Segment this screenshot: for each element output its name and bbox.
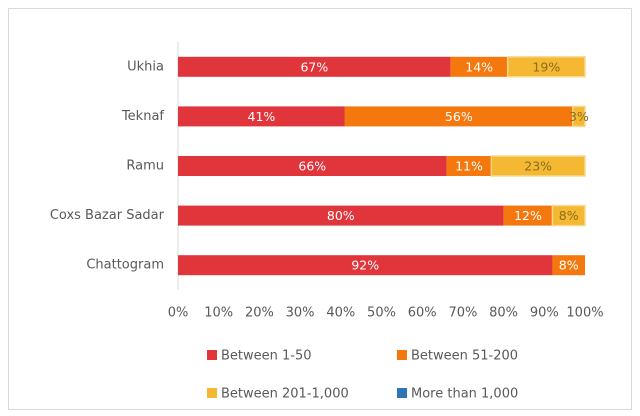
bar-segment <box>506 56 586 78</box>
x-tick-label: 80% <box>489 306 518 321</box>
x-tick-label: 90% <box>530 306 559 321</box>
value-label: 8% <box>559 208 579 223</box>
x-tick-label: 20% <box>245 306 274 321</box>
value-label: 23% <box>524 159 552 174</box>
value-label: 8% <box>559 258 579 273</box>
bar-segment <box>572 105 586 128</box>
bar-segment <box>446 156 492 176</box>
y-tick-label: Ramu <box>126 159 164 174</box>
value-label: 67% <box>300 59 328 74</box>
bar-segment <box>344 106 573 127</box>
y-tick-label: Coxs Bazar Sadar <box>50 208 165 223</box>
x-tick-label: 0% <box>168 306 189 321</box>
x-tick-label: 70% <box>448 306 477 321</box>
legend-label: More than 1,000 <box>411 387 518 402</box>
y-tick-label: Chattogram <box>86 258 164 273</box>
value-label: 14% <box>465 59 493 74</box>
value-label: 92% <box>351 258 379 273</box>
bar-segment <box>178 56 451 77</box>
y-tick-label: Ukhia <box>127 59 164 74</box>
bar-segment <box>503 205 553 226</box>
value-label: 12% <box>514 208 542 223</box>
bar-segment <box>552 255 585 276</box>
legend-label: Between 51-200 <box>411 349 518 364</box>
x-tick-label: 60% <box>408 306 437 321</box>
x-tick-label: 40% <box>326 306 355 321</box>
value-label: 11% <box>455 159 483 174</box>
value-label: 41% <box>248 109 276 124</box>
value-label: 56% <box>445 109 473 124</box>
bar-segment <box>178 255 553 276</box>
value-label: 80% <box>327 208 355 223</box>
x-tick-label: 100% <box>566 306 603 321</box>
legend-label: Between 1-50 <box>221 349 312 364</box>
bar-segment <box>490 155 586 177</box>
legend-label: Between 201-1,000 <box>221 387 349 402</box>
legend-swatch <box>397 388 407 398</box>
legend-swatch <box>207 388 217 398</box>
value-label: 19% <box>532 59 560 74</box>
bar-segment <box>450 56 508 77</box>
bar-segment <box>551 204 586 227</box>
x-tick-label: 30% <box>286 306 315 321</box>
y-tick-label: Teknaf <box>121 109 164 124</box>
value-label: 66% <box>298 159 326 174</box>
bar-segment <box>178 156 447 176</box>
bar-segment <box>178 106 345 127</box>
bar-segment <box>178 205 504 226</box>
value-label: 3% <box>569 109 589 124</box>
legend-swatch <box>397 350 407 360</box>
legend-swatch <box>207 350 217 360</box>
x-tick-label: 50% <box>367 306 396 321</box>
x-tick-label: 10% <box>204 306 233 321</box>
